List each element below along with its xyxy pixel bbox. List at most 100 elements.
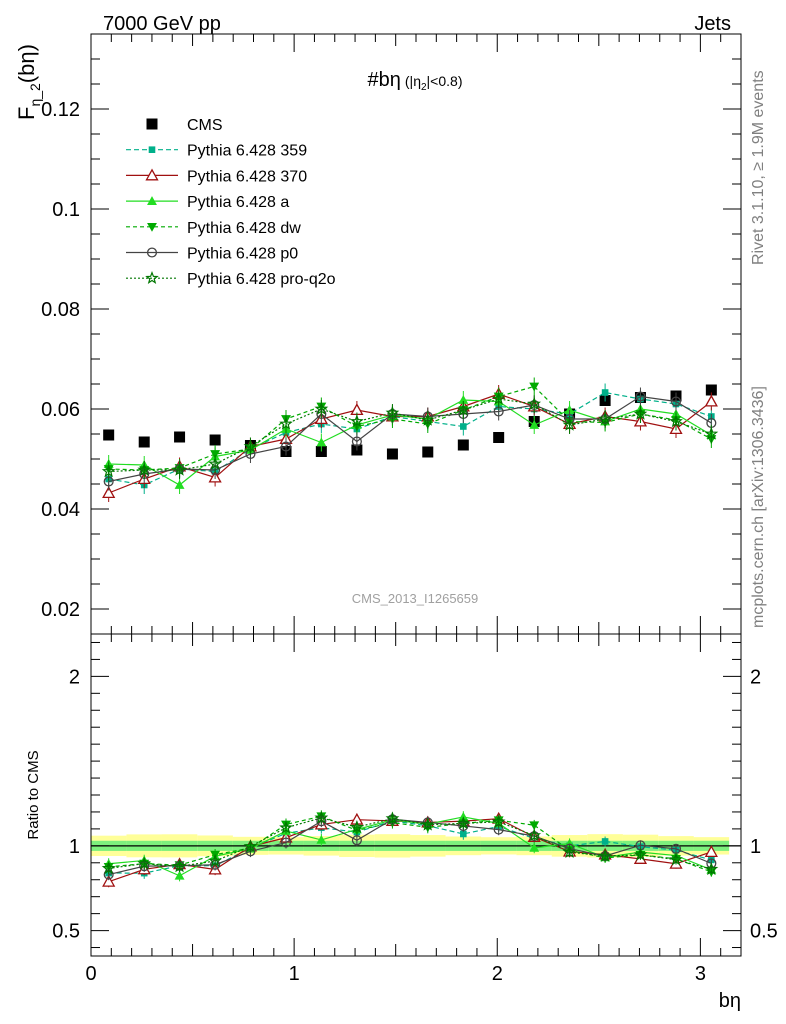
series-4 — [103, 377, 717, 479]
y-tick-label: 0.12 — [41, 99, 80, 121]
ratio-point — [562, 844, 577, 858]
plot-title-close: |<0.8) — [427, 73, 463, 89]
data-point — [102, 486, 116, 499]
legend-marker — [147, 222, 157, 232]
ratio-point — [460, 830, 467, 838]
data-point — [601, 389, 609, 396]
ratio-point — [704, 861, 719, 876]
data-point — [491, 391, 506, 405]
ratio-y-tick-label: 0.5 — [52, 921, 80, 943]
ratio-y-tick-label-right: 0.5 — [750, 921, 778, 943]
main-panel: 0.02 0.04 0.06 0.08 0.1 0.12 CMS_2013_I126565… — [14, 33, 742, 635]
header-left-label: 7000 GeV pp — [103, 13, 221, 35]
ratio-point — [601, 838, 609, 845]
header-right-label: Jets — [694, 13, 731, 35]
y-tick-label: 0.02 — [41, 599, 80, 621]
legend-entry: Pythia 6.428 359 — [126, 143, 307, 160]
y-axis-label-main: F — [14, 107, 39, 120]
series-line — [108, 399, 712, 486]
data-point — [314, 401, 329, 415]
y-tick-label: 0.04 — [41, 499, 80, 521]
legend-label: Pythia 6.428 370 — [187, 168, 307, 185]
x-tick-label: 3 — [695, 963, 706, 985]
ratio-point — [101, 861, 116, 875]
x-tick-label: 1 — [289, 963, 300, 985]
series-6 — [101, 390, 719, 481]
x-tick-label: 0 — [85, 963, 96, 985]
ratio-y-tick-label-right: 2 — [750, 666, 761, 688]
ratio-point — [243, 839, 258, 853]
y-tick-label: 0.06 — [41, 399, 80, 421]
data-point — [460, 423, 467, 430]
ratio-point — [137, 856, 152, 870]
ratio-point — [527, 828, 542, 842]
data-point — [458, 395, 469, 404]
ratio-point — [350, 819, 364, 833]
rivet-version-label: Rivet 3.1.10, ≥ 1.9M events — [750, 70, 767, 265]
ratio-panel: 0.5 0.5 1 1 2 2 0 1 2 3 Ratio to CMS bη — [25, 633, 778, 1012]
ratio-point — [704, 845, 718, 858]
data-point — [670, 396, 682, 407]
data-point — [704, 394, 718, 407]
ratio-y-axis-label: Ratio to CMS — [25, 750, 42, 839]
legend-entry: Pythia 6.428 370 — [126, 168, 307, 185]
series-line — [108, 398, 712, 473]
data-point — [704, 426, 719, 440]
ratio-line — [108, 815, 712, 873]
legend-marker — [146, 118, 158, 130]
data-point — [174, 480, 185, 489]
legend-label: Pythia 6.428 pro-q2o — [187, 271, 336, 288]
data-point — [137, 462, 152, 476]
legend-label: CMS — [187, 117, 223, 134]
y-tick-label: 0.08 — [41, 299, 80, 321]
data-point — [529, 420, 540, 429]
data-point — [457, 439, 469, 451]
legend-entry: Pythia 6.428 dw — [126, 220, 301, 237]
legend-entry: Pythia 6.428 p0 — [126, 246, 298, 263]
data-point — [493, 432, 505, 443]
plot-title-main: #bη — [368, 69, 401, 91]
ratio-point — [314, 810, 329, 824]
data-point — [174, 431, 186, 443]
legend-marker — [145, 168, 159, 181]
data-point — [243, 439, 258, 453]
legend-label: Pythia 6.428 dw — [187, 220, 301, 237]
legend-label: Pythia 6.428 359 — [187, 143, 307, 160]
data-point — [209, 434, 221, 446]
data-point — [351, 436, 362, 447]
y-axis-label-sub: η_2 — [27, 83, 43, 107]
ratio-line — [108, 817, 712, 870]
series-2 — [102, 385, 718, 502]
y-tick-label: 0.1 — [52, 199, 80, 221]
ratio-point — [316, 834, 327, 844]
ratio-y-tick-label: 2 — [69, 666, 80, 688]
ratio-point — [529, 821, 540, 831]
data-point — [280, 441, 292, 452]
data-point — [101, 464, 116, 478]
data-point — [705, 384, 717, 396]
ratio-point — [529, 842, 540, 852]
data-point — [316, 437, 327, 447]
data-point — [103, 429, 115, 441]
legend-marker — [146, 247, 158, 258]
data-point — [422, 446, 434, 458]
data-point — [527, 396, 542, 410]
ratio-point — [172, 859, 187, 873]
ratio-point — [351, 835, 362, 846]
series-line — [108, 391, 712, 486]
series-1 — [105, 383, 715, 494]
legend: CMS Pythia 6.428 359 Pythia 6.428 370 Pythi… — [126, 117, 336, 288]
legend-entry: Pythia 6.428 a — [126, 194, 289, 211]
ratio-point — [633, 847, 648, 861]
plot-title-paren: (|η — [405, 73, 421, 89]
legend-entry: CMS — [146, 117, 223, 134]
legend-marker — [148, 146, 156, 153]
ratio-point — [174, 870, 185, 880]
legend-marker — [147, 196, 157, 205]
series-5 — [103, 387, 717, 491]
data-point — [386, 448, 398, 460]
ratio-point — [491, 814, 506, 828]
ratio-point — [420, 817, 435, 831]
ratio-panel-frame — [90, 633, 742, 957]
series-line — [108, 385, 712, 471]
